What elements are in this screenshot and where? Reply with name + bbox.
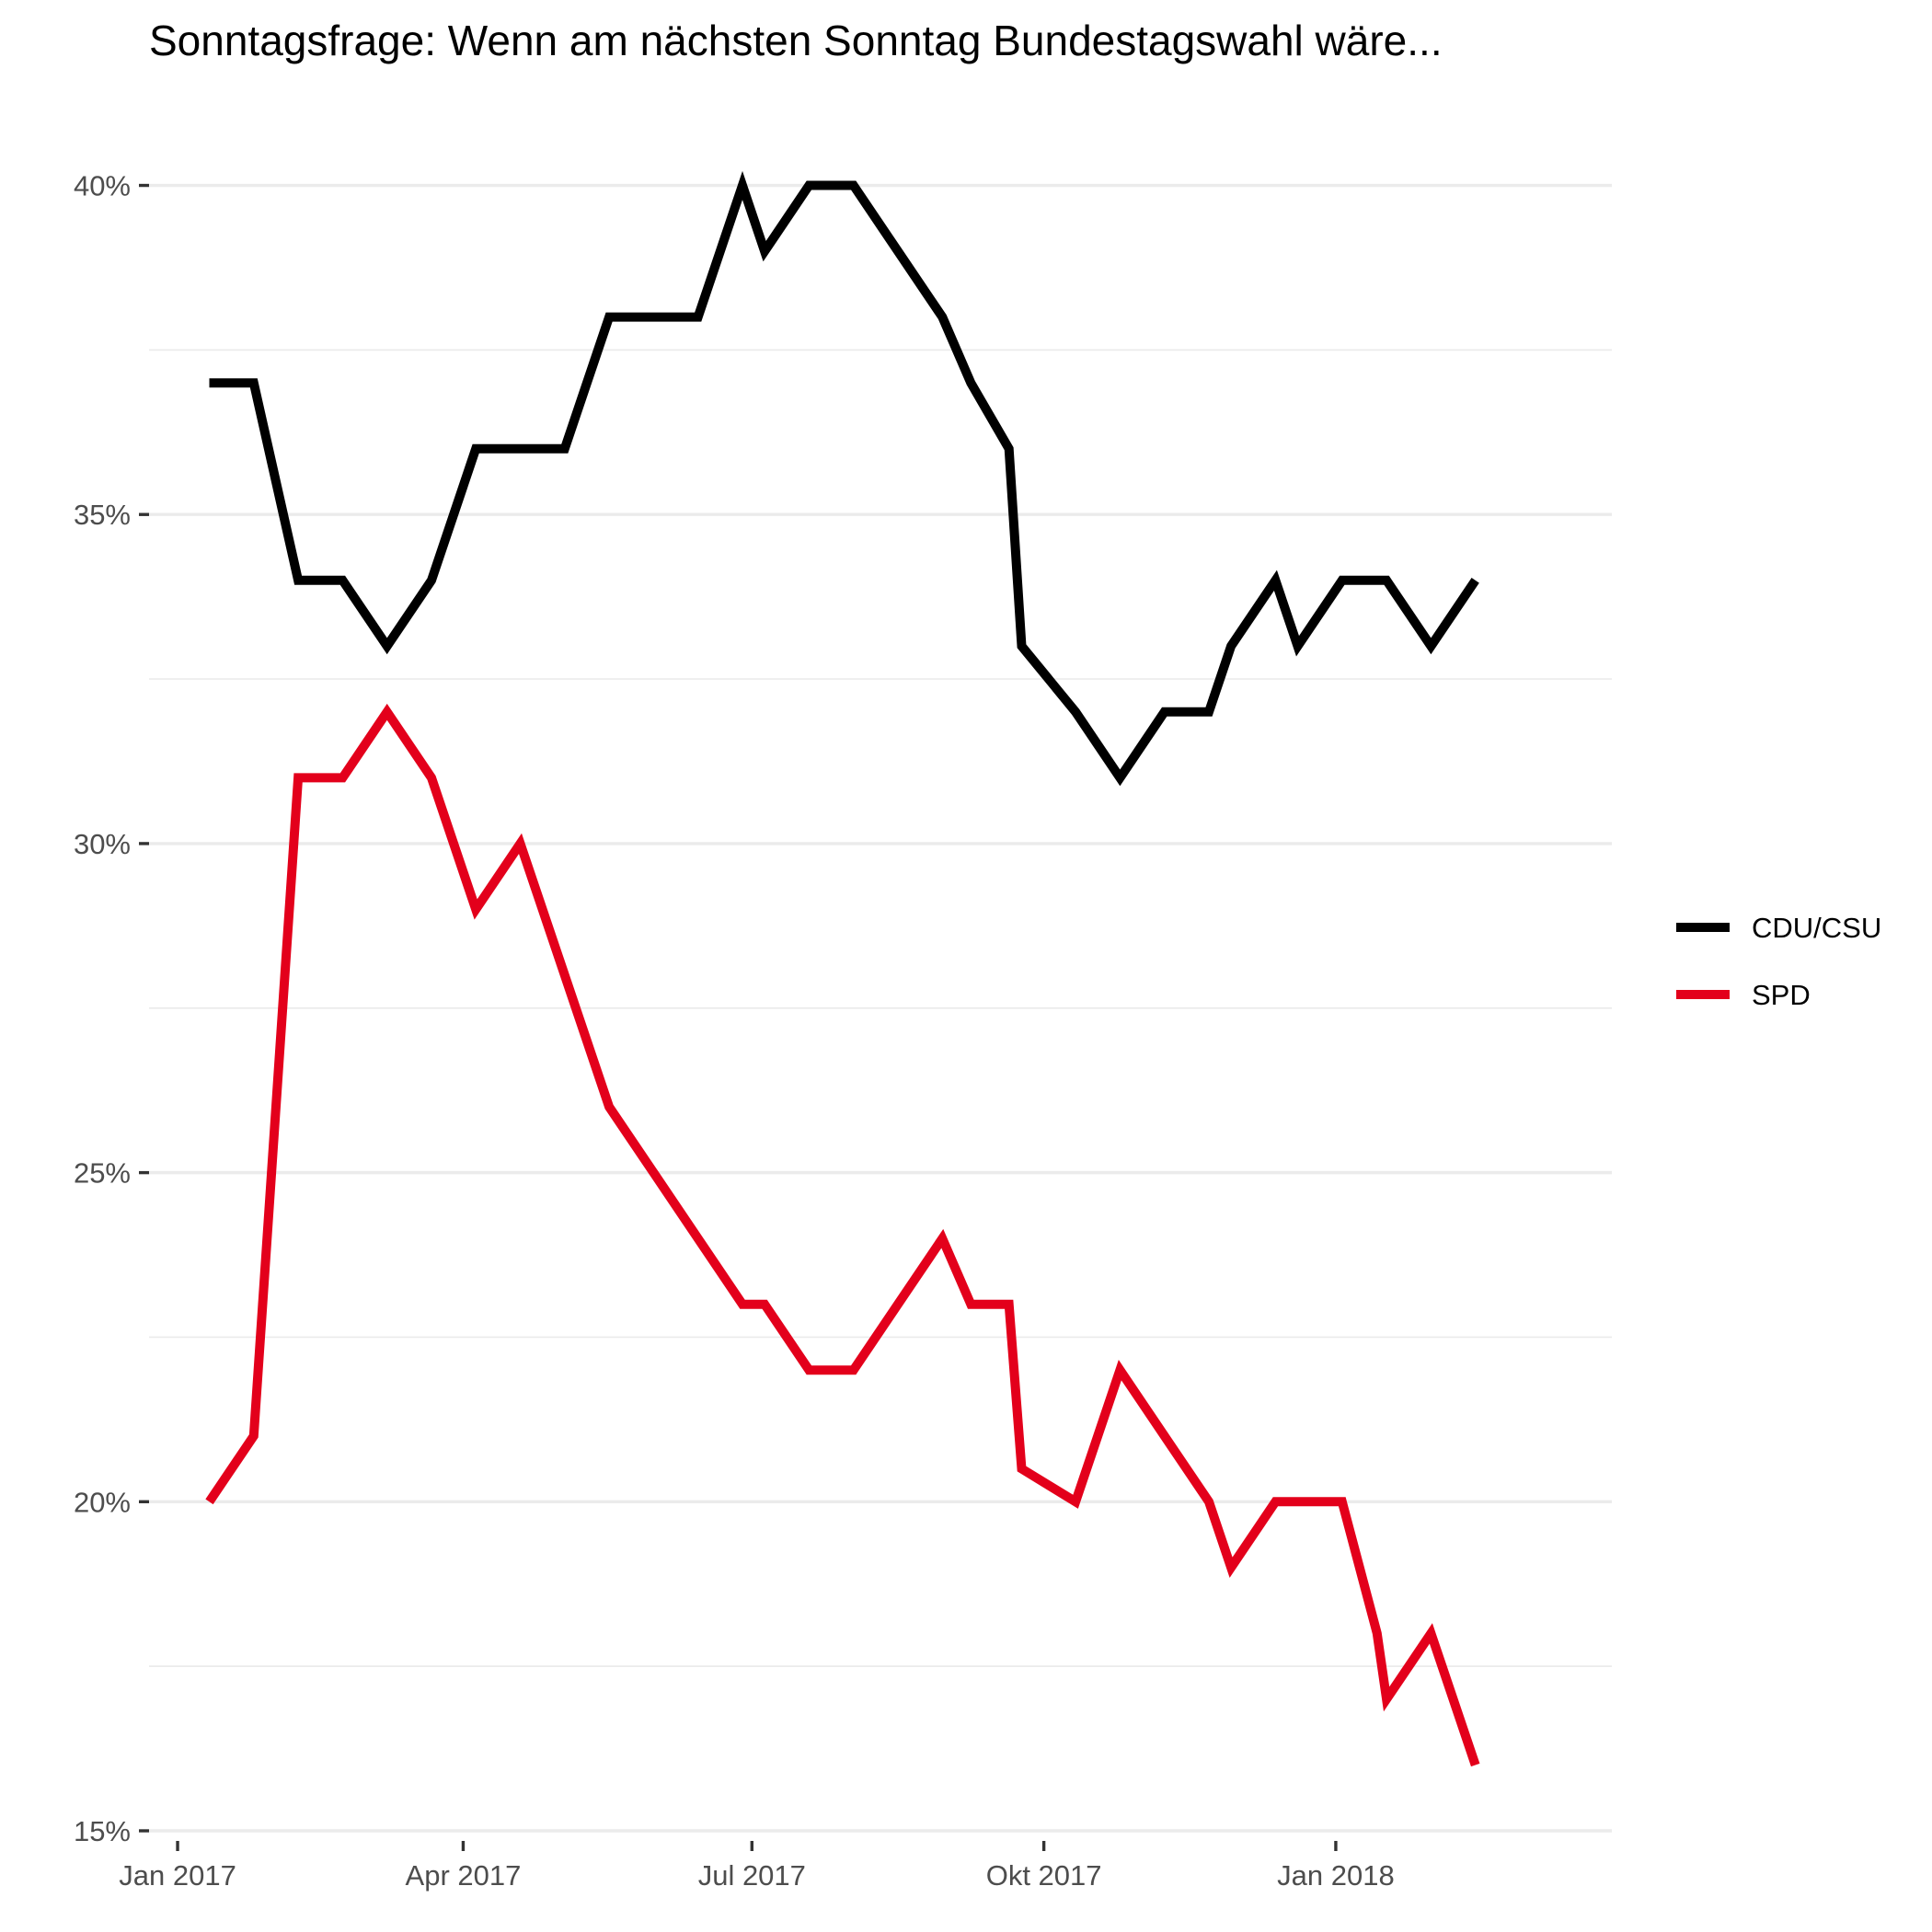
series-line-cdu-csu: [209, 170, 1479, 787]
series-line-spd: [205, 703, 1480, 1767]
x-tick-label: Jan 2017: [119, 1859, 236, 1892]
y-tick-label: 25%: [74, 1157, 131, 1190]
y-tick-label: 15%: [74, 1815, 131, 1847]
legend: CDU/CSU SPD: [1676, 912, 1881, 1011]
x-tick-label: Jul 2017: [698, 1859, 806, 1892]
x-tick-label: Jan 2018: [1277, 1859, 1395, 1892]
axis-layer: 15% 20% 25% 30% 35% 40% Jan 2017 Apr 2017 Jul 20…: [74, 170, 1395, 1892]
legend-label-cdu-csu: CDU/CSU: [1752, 912, 1881, 944]
y-tick-label: 40%: [74, 170, 131, 202]
x-tick-label: Apr 2017: [406, 1859, 522, 1892]
chart-title: Sonntagsfrage: Wenn am nächsten Sonntag …: [149, 17, 1443, 64]
y-tick-label: 30%: [74, 828, 131, 860]
grid-layer: [149, 183, 1612, 1833]
y-tick-label: 20%: [74, 1486, 131, 1518]
legend-label-spd: SPD: [1752, 979, 1811, 1011]
y-tick-label: 35%: [74, 499, 131, 531]
x-tick-label: Okt 2017: [986, 1859, 1102, 1892]
series-layer: [205, 170, 1480, 1767]
